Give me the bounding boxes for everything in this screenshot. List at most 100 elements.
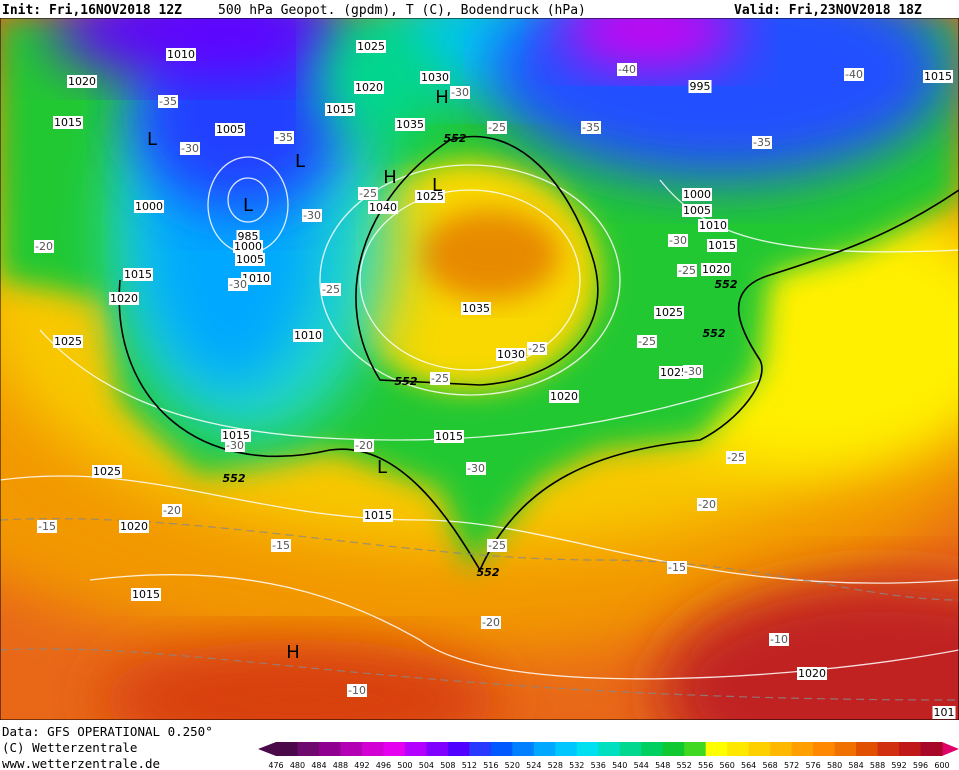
isobar-label: 1020	[110, 292, 138, 305]
colorbar-label: 540	[612, 761, 627, 770]
colorbar-label: 596	[913, 761, 928, 770]
isobar-label-box	[134, 200, 164, 213]
colorbar-label: 592	[891, 761, 906, 770]
isobar-label-box	[92, 465, 122, 478]
colorbar-swatch	[619, 742, 642, 756]
pressure-center: L	[295, 151, 305, 172]
colorbar-label: 556	[698, 761, 713, 770]
isobar-label: 1030	[497, 348, 525, 361]
copyright: (C) Wetterzentrale	[2, 740, 137, 755]
url: www.wetterzentrale.de	[2, 756, 160, 770]
temperature-label: -20	[698, 498, 716, 511]
temperature-label-box	[274, 131, 294, 144]
isobar-label-box	[354, 81, 384, 94]
isobar-label: 1010	[294, 329, 322, 342]
temperature-label-box	[677, 264, 697, 277]
temperature-label: -15	[272, 539, 290, 552]
temperature-label-box	[347, 684, 367, 697]
isobar-label: 1025	[655, 306, 683, 319]
temperature-label: -15	[38, 520, 56, 533]
isobar-label: 1020	[68, 75, 96, 88]
temperature-label-box	[228, 278, 248, 291]
temperature-label-box	[466, 462, 486, 475]
isobar-label-box	[325, 103, 355, 116]
isobar-label-box	[932, 706, 956, 719]
temperature-label: -25	[488, 121, 506, 134]
colorbar-label: 548	[655, 761, 670, 770]
colorbar-swatch	[727, 742, 750, 756]
colorbar-label: 536	[591, 761, 606, 770]
isobar-label: 1015	[132, 588, 160, 601]
isobar-label: 1015	[435, 430, 463, 443]
colorbar-label: 496	[376, 761, 391, 770]
isobar-label-box	[434, 430, 464, 443]
isobar-label-box	[420, 71, 450, 84]
colorbar-swatch	[899, 742, 922, 756]
isobar-label-box	[707, 239, 737, 252]
colorbar-label: 516	[483, 761, 498, 770]
temperature-label: -25	[528, 342, 546, 355]
temperature-label-box	[487, 539, 507, 552]
temperature-label: -35	[275, 131, 293, 144]
temperature-label-box	[667, 561, 687, 574]
isobar-label-box	[688, 80, 712, 93]
colorbar-label: 572	[784, 761, 799, 770]
isobar-label: 1025	[357, 40, 385, 53]
temperature-label: -20	[482, 616, 500, 629]
colorbar-swatch	[555, 742, 578, 756]
temperature-label-box	[769, 633, 789, 646]
colorbar-swatch	[469, 742, 492, 756]
temperature-label: -25	[322, 283, 340, 296]
temperature-label: -30	[226, 439, 244, 452]
isobar-label-box	[363, 509, 393, 522]
temperature-label-box	[271, 539, 291, 552]
isobar-label: 1025	[660, 366, 688, 379]
isobar-label: 1015	[924, 70, 952, 83]
temperature-label-box	[358, 187, 378, 200]
temperature-label: -20	[35, 240, 53, 253]
isobar-label-box	[698, 219, 728, 232]
colorbar-label: 500	[397, 761, 412, 770]
isobar-label: 1000	[683, 188, 711, 201]
temperature-label-box	[637, 335, 657, 348]
colorbar-label: 528	[548, 761, 563, 770]
colorbar-swatch	[598, 742, 621, 756]
contour-label: 552	[395, 375, 418, 388]
colorbar-label: 588	[870, 761, 885, 770]
colorbar-label: 600	[934, 761, 949, 770]
isobar-label: 1015	[54, 116, 82, 129]
colorbar-label: 512	[462, 761, 477, 770]
temperature-label-box	[683, 365, 703, 378]
isobar-label-box	[241, 272, 271, 285]
temperature-label-box	[668, 234, 688, 247]
isobar-label: 1015	[222, 429, 250, 442]
isobar-label: 1020	[550, 390, 578, 403]
isobar-label-box	[131, 588, 161, 601]
temperature-label: -25	[359, 187, 377, 200]
temperature-label: -30	[684, 365, 702, 378]
colorbar-label: 544	[634, 761, 649, 770]
temperature-label-box	[617, 63, 637, 76]
isobar-label: 1035	[396, 118, 424, 131]
isobar-label: 1020	[355, 81, 383, 94]
colorbar-label: 568	[762, 761, 777, 770]
isobar-label: 1040	[369, 201, 397, 214]
isobar-label: 1025	[54, 335, 82, 348]
isobar-label: 1015	[364, 509, 392, 522]
colorbar-swatch	[856, 742, 879, 756]
isobar-label: 1020	[798, 667, 826, 680]
colorbar-swatch	[770, 742, 793, 756]
colorbar-swatch	[404, 742, 427, 756]
temperature-label: -30	[467, 462, 485, 475]
isobar-label: 1010	[242, 272, 270, 285]
contour-label: 552	[444, 132, 467, 145]
colorbar-swatch	[684, 742, 707, 756]
temperature-label-box	[527, 342, 547, 355]
colorbar-label: 476	[268, 761, 283, 770]
contour-label: 552	[715, 278, 738, 291]
isobar-label: 1015	[326, 103, 354, 116]
colorbar-swatch	[490, 742, 513, 756]
colorbar-swatch	[748, 742, 771, 756]
